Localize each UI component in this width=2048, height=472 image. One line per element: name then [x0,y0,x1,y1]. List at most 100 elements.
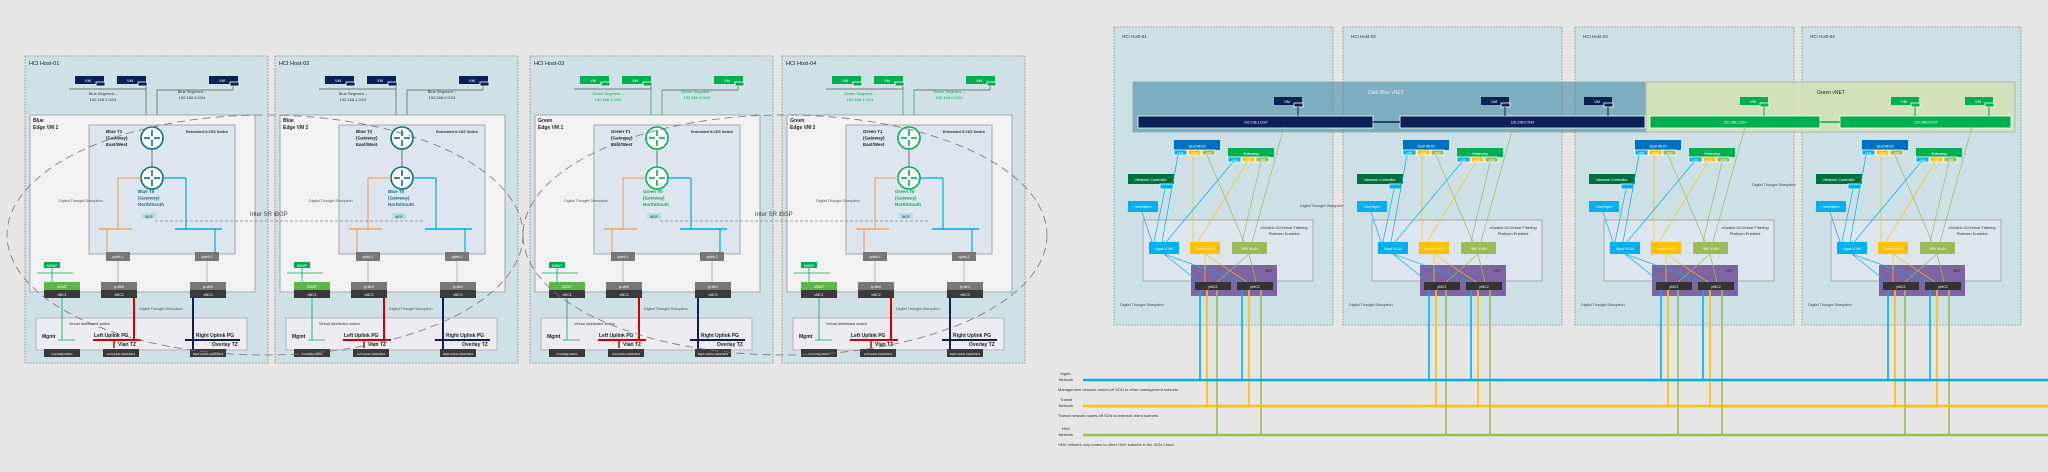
vnic-tag [894,81,905,87]
mgmt-badge [294,262,310,268]
nic-top-label: fp-eth0 [871,285,881,289]
nic-top [44,282,80,290]
ibgp-badge [142,213,156,219]
host-title: HCI Host-03 [1583,34,1608,39]
network-label: Transit [1060,397,1073,402]
vnic-box [44,290,80,298]
vnic-link [1622,154,1640,243]
vnic-tag [1500,102,1511,108]
set-label: SET [1953,269,1961,273]
uplink-box [106,252,130,261]
t0-router-icon [897,166,921,190]
network-controller-box [1589,174,1635,184]
nic-top [695,282,731,290]
vnic-label: vNIC [1460,158,1466,162]
segment-label: Blue Segment – [339,91,368,96]
gateway-label: Gateway [1243,151,1259,156]
vnic-box [294,290,330,298]
vnic-label: vNIC1 [57,293,66,297]
t1-label: East/West [863,142,885,147]
vnic-link [1658,161,1709,243]
vnic-label: vNIC2 [364,293,373,297]
vm-box [325,76,354,84]
pnic-label: pNIC2 [1711,285,1721,289]
vlan-box [1651,242,1681,254]
nic-top-label: fp-eth0 [619,285,629,289]
host-mgmt-label: Host Mgmt [1596,205,1612,209]
vnic-label: vNIC3 [960,293,969,297]
vds-label: Virtual distributed switch [826,322,867,326]
vnic-label: vNIC [1420,151,1426,155]
nvds-switch-label: Embedded N-VDS Switch [691,130,733,134]
vlan-link [1904,253,1938,283]
vlan-link [1392,253,1429,283]
vlan-link [1624,253,1704,283]
network-controller-box [1128,174,1174,184]
watermark-text: Digital Thought Disruption [1752,183,1796,187]
network-label: Network [1059,403,1074,408]
pnic-label: pNIC1 [1896,285,1906,289]
slb-mux-box [1174,140,1220,150]
vnic-port [1159,183,1174,190]
gateway-box [1689,148,1735,157]
t0-label: Blue T0 [138,189,155,194]
pg-port-box [549,349,585,357]
segment-label: Blue Segment – [89,91,118,96]
vnic-link [1141,211,1153,243]
edge-vm-label: Green [790,118,804,124]
t1-label: (Gateway) [106,136,128,141]
vlan-label: HNV VLAN [1929,247,1946,251]
vnic-tag [1293,102,1304,108]
vnic-port [1173,149,1188,156]
watermark-text: Digital Thought Disruption [1349,303,1393,307]
network-note: Management network routes off SDN to oth… [1058,387,1178,392]
vnic-link [1382,188,1395,243]
pg-port-box [801,349,837,357]
vswitch-label: Platform Enabled [1730,231,1761,236]
watermark-text: Digital Thought Disruption [816,199,860,203]
vswitch-label: Platform Enabled [1957,231,1988,236]
segment-label: 192.168.1.0/24 [90,97,117,102]
vm-box [1740,97,1768,105]
slb-mux-label: SLB MUX [1876,144,1894,149]
segment-label: 192.168.0.0/24 [684,95,711,100]
overlay-tz-label: Overlay TZ [462,342,488,348]
nic-top-label: MGMT [307,285,317,289]
pg-port-box [44,349,80,357]
t1-label: Blue T1 [356,129,373,134]
host-mgmt-box [1589,201,1619,212]
vnic-box [858,290,894,298]
uplink-box [356,252,380,261]
vnic-label: vNIC [1434,151,1440,155]
pg-port-label: Right Uplink-UplinkNIC3 [950,352,981,356]
mgmt-badge [801,262,817,268]
vnic-port [1484,156,1499,163]
vlan-link [1665,253,1709,283]
mgmt-pg-label: Mgmt [292,334,306,340]
subnet-label: 192.168.1.0/24 [1723,121,1746,125]
segment-label: Green Segment – [592,91,624,96]
nic-top-label: fp-eth1 [708,285,718,289]
pnic-box [1698,282,1734,290]
t1-router-icon [645,126,669,150]
subnet-label: 192.168.0.0/24 [1914,121,1937,125]
uplink-box [611,252,635,261]
mgmt-label: MGMT [804,264,814,268]
vnic-link [1626,161,1695,243]
vnic-box [101,290,137,298]
ibgp-badge [647,213,661,219]
network-controller-box [1816,174,1862,184]
vnic-port [1416,149,1431,156]
host-mgmt-label: Host Mgmt [1364,205,1380,209]
vlan-link [1677,253,1711,283]
vnic-link [1394,161,1463,243]
nvds-switch-label: Embedded N-VDS Switch [436,130,478,134]
t0-label: (Gateway) [388,196,410,201]
pg-port-box [947,349,983,357]
uplink-box [445,252,469,261]
gateway-label: Gateway [1704,151,1720,156]
nic-top-label: fp-eth0 [114,285,124,289]
nic-top [606,282,642,290]
inter-sr-label: Inter SR iBGP [250,212,288,218]
vnic-link [1667,154,1706,243]
